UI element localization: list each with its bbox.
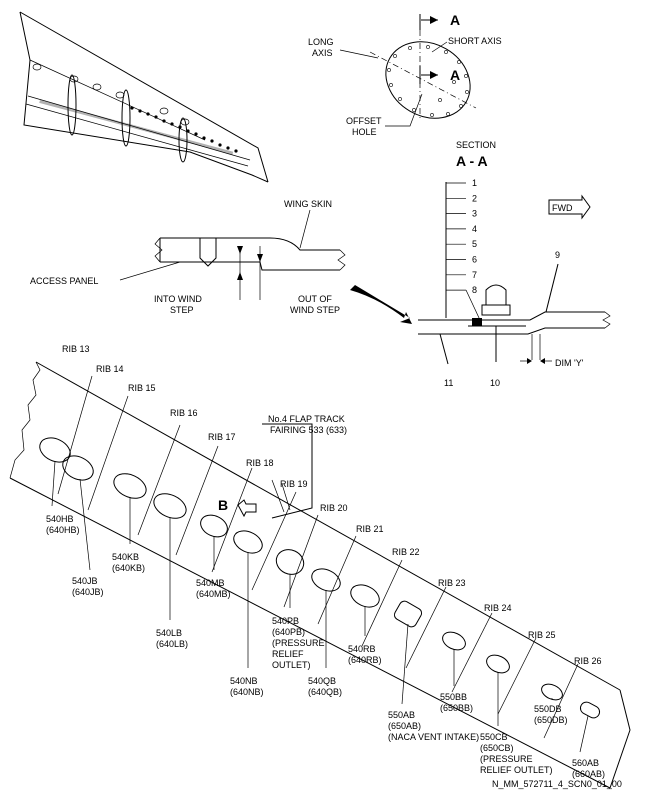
rib-label: RIB 26 (574, 656, 602, 666)
panel-leader (579, 715, 589, 753)
stack-number: 7 (472, 270, 477, 280)
access-panel-540LB (153, 493, 187, 519)
rib-label: RIB 23 (438, 578, 466, 588)
rib-line (251, 491, 297, 591)
access-panel-550AB (393, 600, 423, 628)
access-panel-540NB (233, 530, 263, 554)
panel-label-550AB: 550AB (650AB) (NACA VENT INTAKE) (388, 710, 479, 742)
fwd-label: FWD (552, 203, 573, 213)
out-of-wind-step-label: OUT OF WIND STEP (290, 294, 340, 315)
short-axis-label: SHORT AXIS (448, 36, 502, 46)
panel-label-540JB: 540JB (640JB) (72, 576, 104, 597)
rib-label: RIB 14 (96, 364, 124, 374)
section-cut-letter-top: A (450, 12, 460, 28)
panel-leader (79, 478, 91, 571)
access-panel-540QB (311, 568, 341, 592)
section-title: SECTION (456, 140, 496, 150)
access-panel-label: ACCESS PANEL (30, 276, 98, 286)
rib-label: RIB 19 (280, 479, 308, 489)
rib-label: RIB 16 (170, 408, 198, 418)
panel-label-540NB: 540NB (640NB) (230, 676, 264, 697)
section-a-a: SECTION A - A 1 2 3 4 5 6 7 8 FWD 9 10 11 DIM '… (418, 140, 611, 388)
rib-line (87, 395, 129, 511)
panel-label-540LB: 540LB (640LB) (156, 628, 188, 649)
stack-number: 8 (472, 285, 477, 295)
stack-number: 3 (472, 209, 477, 219)
stack-number: 5 (472, 239, 477, 249)
view-b-arrow (237, 499, 257, 518)
panel-ellipse-detail: A A LONG AXIS SHORT AXIS OFFSET HOLE (308, 12, 502, 137)
long-axis-label: LONG AXIS (308, 37, 334, 58)
panel-leader (51, 460, 56, 507)
view-b-label: B (218, 497, 228, 513)
offset-hole-label: OFFSET HOLE (346, 116, 382, 137)
step-detail: WING SKIN ACCESS PANEL INTO WIND STEP OUT… (30, 199, 412, 324)
wing-thumbnail (19, 11, 269, 183)
rib-line (175, 445, 219, 556)
section-name: A - A (456, 153, 488, 169)
panel-label-540KB: 540KB (640KB) (112, 552, 145, 573)
access-panel-550BB (442, 631, 466, 651)
stack-number: 6 (472, 255, 477, 265)
panel-label-540HB: 540HB (640HB) (46, 514, 80, 535)
item-11: 11 (444, 378, 453, 388)
access-panel-550DB (541, 683, 563, 701)
rib-line (361, 559, 403, 647)
panel-label-560AB: 560AB (660AB) (572, 758, 605, 779)
detail-arrow (350, 285, 412, 324)
rib-line (317, 535, 357, 625)
rib-line (137, 424, 181, 536)
item-10: 10 (490, 378, 500, 388)
stack-number: 2 (472, 193, 477, 203)
access-panel-540KB (113, 473, 147, 499)
rib-line (405, 586, 447, 669)
rib-label: RIB 21 (356, 524, 384, 534)
panel-label-550DB: 550DB (650DB) (534, 704, 568, 725)
into-wind-step-label: INTO WIND STEP (154, 294, 202, 315)
access-panel-560AB (579, 701, 601, 719)
access-panel-550CB (486, 654, 510, 674)
access-panel-540PB (275, 549, 305, 575)
fwd-arrow (548, 194, 591, 220)
rib-line (451, 612, 493, 693)
rib-line (57, 375, 93, 495)
dim-y-label: DIM 'Y' (555, 358, 584, 368)
rib-line (543, 663, 579, 739)
rib-label: RIB 15 (128, 383, 156, 393)
section-cut-letter-bottom: A (450, 67, 460, 83)
rib-label: RIB 17 (208, 432, 236, 442)
panel-label-540QB: 540QB (640QB) (308, 676, 342, 697)
lower-wing-view: B No.4 FLAP TRACK FAIRING 533 (633) RIB 1… (9, 344, 631, 789)
rib-label: RIB 18 (246, 458, 274, 468)
panel-label-540RB: 540RB (640RB) (348, 644, 382, 665)
access-panel-540JB (62, 455, 94, 481)
panel-label-550BB: 550BB (650BB) (440, 692, 473, 713)
rib-line (283, 514, 319, 608)
flap-track-label: No.4 FLAP TRACK FAIRING 533 (633) (268, 414, 347, 435)
rib-label: RIB 20 (320, 503, 348, 513)
rib-line (497, 637, 537, 715)
rib-label: RIB 24 (484, 603, 512, 613)
rib-label: RIB 25 (528, 630, 556, 640)
panel-leader (401, 623, 409, 705)
rib-label: RIB 13 (62, 344, 90, 354)
panel-label-540PB: 540PB (640PB) (PRESSURE RELIEF OUTLET) (272, 616, 325, 670)
rib-label: RIB 22 (392, 547, 420, 557)
access-panel-540RB (350, 584, 380, 608)
stack-number: 1 (472, 178, 477, 188)
item-9: 9 (555, 250, 560, 260)
wing-skin-label: WING SKIN (284, 199, 332, 209)
panel-label-550CB: 550CB (650CB) (PRESSURE RELIEF OUTLET) (480, 732, 553, 775)
panel-label-540MB: 540MB (640MB) (196, 578, 231, 599)
figure-id: N_MM_572711_4_SCN0_01_00 (492, 779, 622, 789)
access-panel-540MB (200, 514, 228, 538)
rib-line (211, 467, 253, 573)
stack-number: 4 (472, 224, 477, 234)
